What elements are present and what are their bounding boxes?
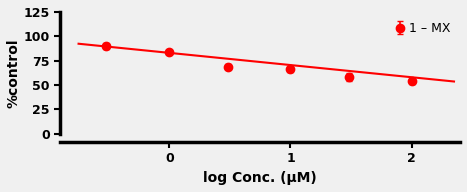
Legend: 1 – MX: 1 – MX xyxy=(392,18,454,39)
X-axis label: log Conc. (μM): log Conc. (μM) xyxy=(203,171,317,185)
Y-axis label: %control: %control xyxy=(7,38,21,108)
